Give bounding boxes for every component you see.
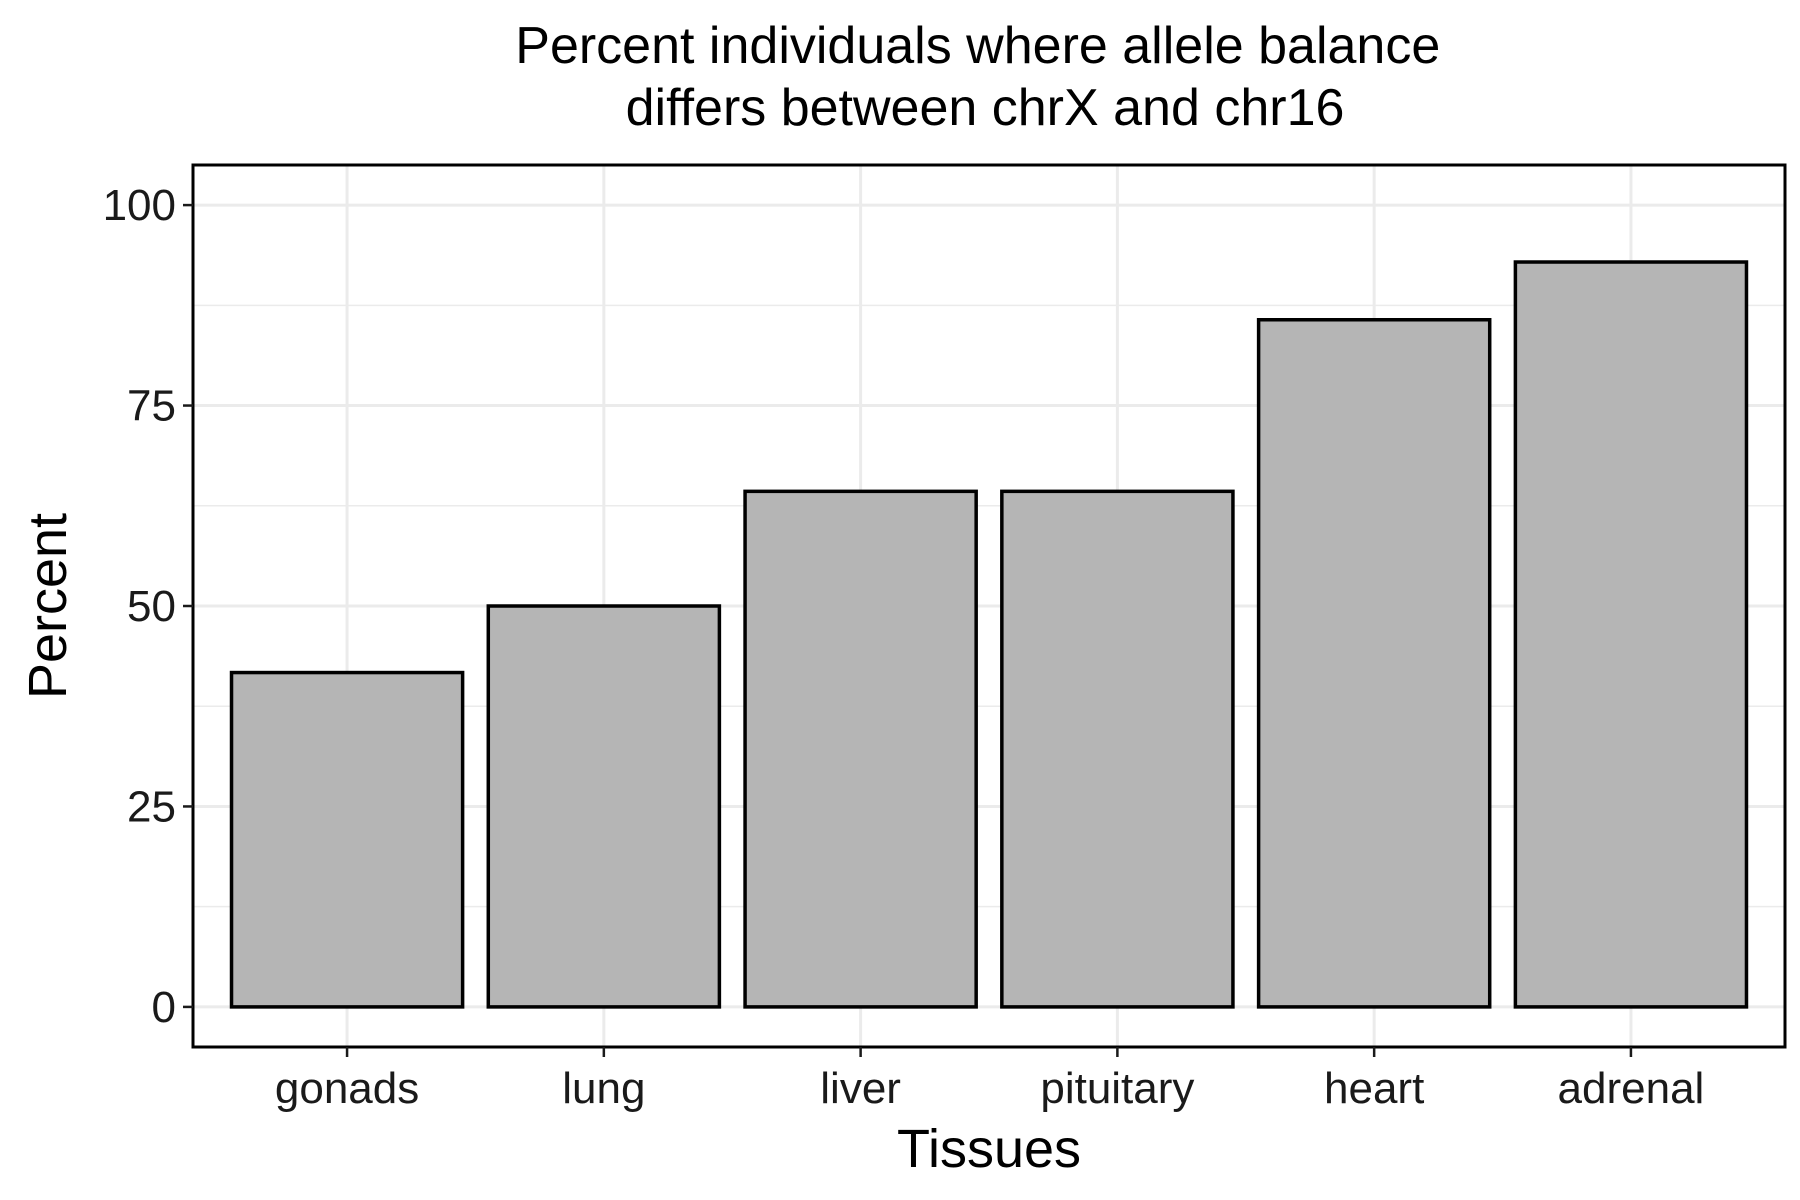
y-axis-title: Percent: [18, 513, 78, 699]
x-axis-title: Tissues: [897, 1119, 1081, 1179]
y-axis-ticks: 0 25 50 75 100: [103, 181, 193, 1032]
bar-liver: [743, 489, 978, 1009]
x-tick-label-lung: lung: [562, 1064, 645, 1113]
bar-pituitary: [1000, 489, 1235, 1009]
y-tick-label: 0: [152, 983, 176, 1032]
chart-title-line-1: Percent individuals where allele balance: [515, 17, 1440, 75]
chart-title-line-2: differs between chrX and chr16: [626, 79, 1345, 137]
bar-gonads: [229, 670, 465, 1009]
x-tick-label-pituitary: pituitary: [1040, 1064, 1194, 1113]
x-tick-label-gonads: gonads: [275, 1064, 419, 1113]
bar-lung: [486, 604, 722, 1009]
x-tick-label-heart: heart: [1324, 1064, 1424, 1113]
chart-title: Percent individuals where allele balance…: [515, 17, 1454, 137]
bars: [229, 260, 1749, 1009]
bar-heart: [1256, 318, 1492, 1009]
y-tick-label: 100: [103, 181, 176, 230]
y-tick-label: 25: [127, 782, 176, 831]
y-tick-label: 75: [127, 382, 176, 431]
x-tick-label-adrenal: adrenal: [1558, 1064, 1705, 1113]
x-tick-label-liver: liver: [820, 1064, 901, 1113]
y-tick-label: 50: [127, 582, 176, 631]
x-axis-ticks: gonads lung liver pituitary heart adrenal: [275, 1047, 1704, 1113]
bar-adrenal: [1513, 260, 1749, 1009]
